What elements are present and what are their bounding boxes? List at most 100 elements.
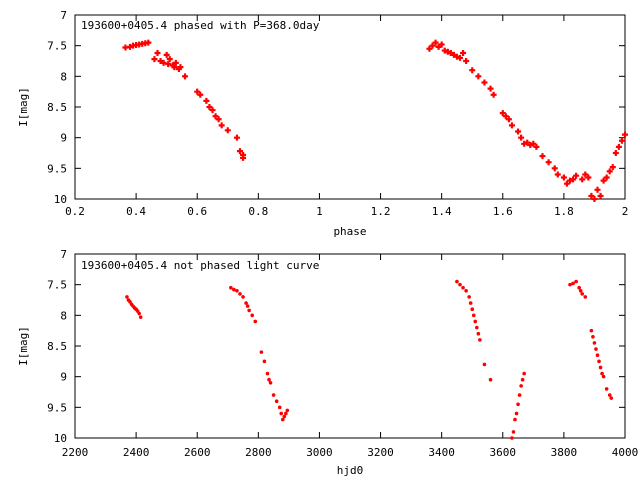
data-point — [197, 91, 204, 98]
data-point — [253, 319, 258, 324]
data-point — [490, 91, 497, 98]
data-point — [471, 313, 476, 318]
data-point — [165, 61, 172, 68]
data-point — [467, 295, 471, 299]
data-point — [488, 377, 493, 382]
x-tick-label: 1.4 — [432, 205, 452, 218]
x-tick-label: 3200 — [367, 446, 394, 459]
data-point — [429, 42, 436, 49]
data-point — [468, 301, 473, 305]
data-point — [591, 335, 595, 339]
data-point — [582, 171, 589, 178]
data-point — [229, 285, 233, 290]
x-tick-label: 2800 — [245, 446, 272, 459]
y-tick-label: 7 — [60, 9, 67, 22]
data-point — [125, 295, 129, 299]
data-point — [476, 331, 481, 336]
data-point — [516, 402, 520, 407]
data-point — [520, 377, 525, 382]
data-point — [238, 292, 242, 296]
data-point — [151, 56, 158, 63]
data-point — [455, 279, 459, 284]
raw-plot-frame — [74, 253, 626, 439]
x-tick-label: 3000 — [306, 446, 333, 459]
data-point — [224, 127, 231, 134]
data-point — [470, 307, 475, 312]
raw-light-curve-panel: 193600+0405.4 not phased light curve hjd… — [17, 248, 638, 477]
data-point — [499, 110, 506, 117]
x-tick-label: 1.6 — [493, 205, 513, 218]
data-point — [607, 393, 612, 397]
data-point — [482, 362, 487, 367]
data-point — [137, 311, 141, 316]
data-point — [518, 134, 525, 141]
data-point — [267, 377, 271, 382]
data-point — [145, 39, 152, 46]
data-point — [460, 50, 467, 57]
data-point — [603, 174, 610, 181]
data-point — [163, 51, 170, 58]
data-point — [560, 174, 567, 181]
data-point — [589, 328, 594, 333]
x-tick-label: 1 — [316, 205, 323, 218]
data-point — [609, 396, 614, 400]
y-tick-label: 7 — [60, 248, 67, 261]
y-tick-label: 10 — [54, 193, 67, 206]
data-point — [554, 171, 561, 178]
data-point — [237, 148, 243, 155]
x-tick-label: 0.6 — [187, 205, 207, 218]
raw-data-points — [125, 279, 614, 440]
y-tick-label: 9 — [60, 371, 67, 384]
y-tick-label: 8 — [60, 309, 67, 322]
data-point — [212, 113, 219, 120]
y-tick-label: 8 — [60, 70, 67, 83]
x-tick-label: 3600 — [490, 446, 517, 459]
data-point — [618, 137, 625, 144]
phased-plot-title: 193600+0405.4 phased with P=368.0day — [81, 19, 320, 32]
data-point — [597, 192, 604, 199]
data-point — [194, 88, 201, 95]
data-point — [615, 143, 622, 150]
data-point — [215, 116, 222, 123]
data-point — [583, 295, 588, 299]
phased-plot-frame — [74, 14, 626, 200]
x-tick-label: 2600 — [184, 446, 211, 459]
data-point — [592, 341, 597, 345]
x-tick-label: 2200 — [62, 446, 89, 459]
data-point — [551, 165, 558, 172]
raw-plot-title: 193600+0405.4 not phased light curve — [81, 259, 319, 272]
data-point — [600, 371, 604, 376]
data-point — [250, 313, 255, 318]
data-point — [271, 393, 276, 397]
phased-data-points — [122, 39, 628, 202]
data-point — [277, 405, 282, 410]
phased-light-curve-panel: 193600+0405.4 phased with P=368.0day pha… — [17, 9, 628, 238]
data-point — [274, 399, 279, 404]
x-tick-label: 1.8 — [554, 205, 574, 218]
data-point — [505, 116, 512, 123]
data-point — [206, 104, 213, 110]
data-point — [606, 168, 613, 175]
phased-x-axis-label: phase — [333, 225, 366, 238]
data-point — [594, 186, 601, 193]
data-point — [154, 50, 161, 57]
data-point — [166, 56, 173, 63]
data-point — [517, 393, 522, 397]
data-point — [539, 153, 546, 160]
x-tick-label: 4000 — [612, 446, 639, 459]
data-point — [461, 285, 465, 290]
data-point — [469, 67, 476, 74]
data-point — [609, 164, 616, 171]
raw-axis-ticks: 2200 2400 2600 2800 3000 3200 3400 3600 3800 4000… — [47, 248, 638, 459]
data-point — [514, 411, 519, 416]
data-point — [594, 347, 598, 351]
data-point — [513, 417, 517, 422]
data-point — [597, 359, 601, 364]
data-point — [622, 131, 628, 138]
data-point — [268, 381, 273, 385]
y-tick-label: 10 — [54, 432, 67, 445]
data-point — [588, 192, 595, 199]
data-point — [487, 85, 494, 92]
data-point — [604, 387, 609, 391]
